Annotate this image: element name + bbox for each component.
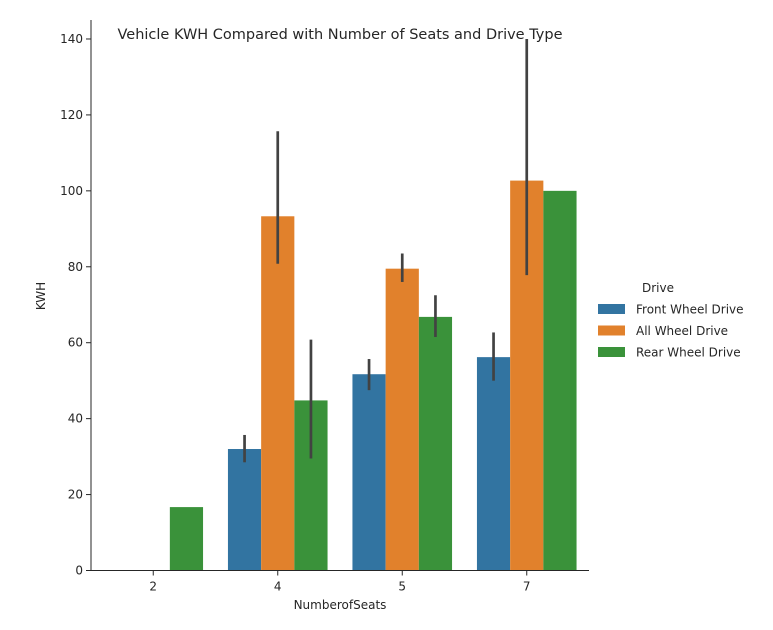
legend-swatch	[598, 304, 625, 314]
x-tick-label: 5	[398, 580, 406, 594]
legend-label: Rear Wheel Drive	[636, 346, 741, 360]
legend-label: Front Wheel Drive	[636, 303, 744, 317]
bar	[385, 268, 419, 571]
y-axis-label: KWH	[34, 282, 48, 310]
legend-swatch	[598, 347, 625, 357]
y-tick-label: 0	[75, 564, 83, 578]
y-tick-label: 80	[68, 260, 83, 274]
y-tick-label: 60	[68, 336, 83, 350]
chart-title: Vehicle KWH Compared with Number of Seat…	[117, 27, 562, 43]
bar	[227, 449, 262, 571]
bar	[543, 190, 577, 571]
plot-area: 0 20 40 60 80 100 120 140 2 4 5 7	[60, 32, 577, 594]
y-tick-label: 120	[60, 108, 83, 122]
x-axis-label: NumberofSeats	[294, 598, 387, 612]
x-tick-label: 7	[523, 580, 531, 594]
bar	[352, 374, 386, 571]
legend-swatch	[598, 325, 625, 336]
legend-title: Drive	[642, 281, 674, 295]
y-tick-label: 20	[68, 488, 83, 502]
y-tick-label: 140	[60, 32, 83, 46]
bar	[418, 316, 453, 571]
legend-label: All Wheel Drive	[636, 324, 728, 338]
y-tick-label: 100	[60, 184, 83, 198]
x-tick-label: 4	[274, 580, 282, 594]
legend: Drive Front Wheel Drive All Wheel Drive Re…	[598, 281, 744, 360]
y-tick-label: 40	[68, 412, 83, 426]
bar	[261, 216, 295, 571]
x-tick-label: 2	[149, 580, 157, 594]
bar	[476, 357, 511, 571]
bar	[169, 507, 204, 571]
